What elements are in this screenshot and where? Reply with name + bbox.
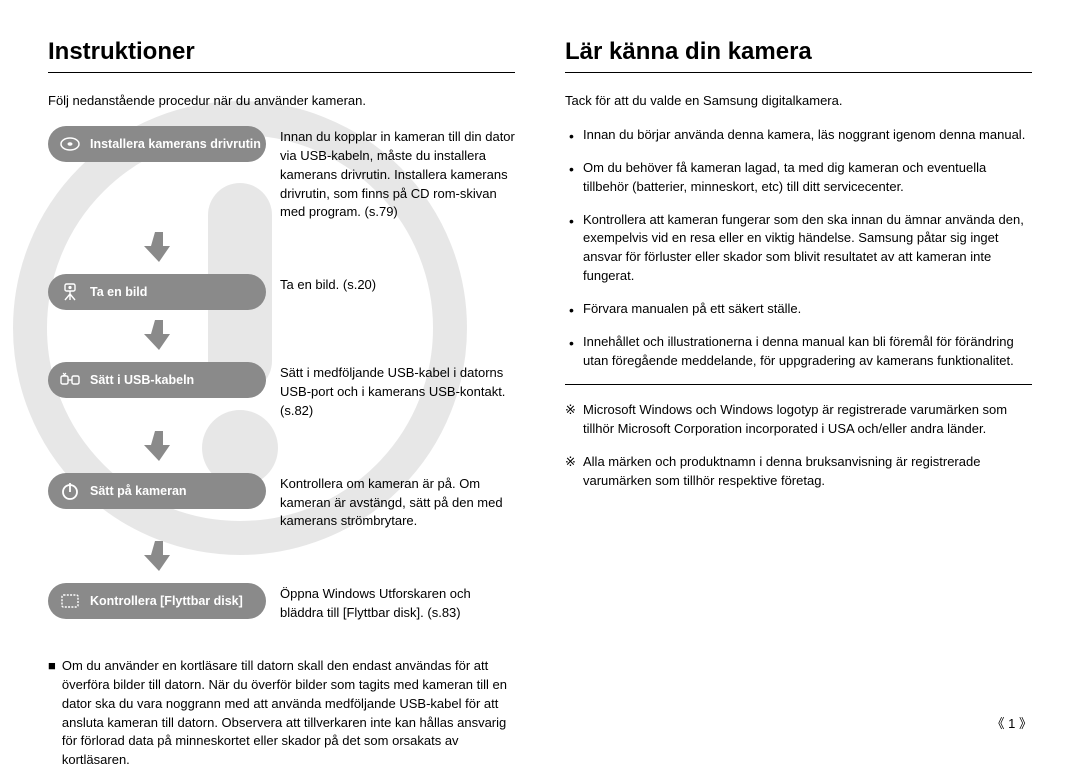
left-column: Instruktioner Följ nedanstående procedur… (48, 38, 515, 770)
right-heading: Lär känna din kamera (565, 38, 1032, 73)
list-item: Alla märken och produktnamn i denna bruk… (565, 453, 1032, 491)
step-pill: Sätt i USB-kabeln (48, 362, 266, 398)
flow-step: Ta en bild Ta en bild. (s.20) (48, 274, 515, 310)
list-item: Kontrollera att kameran fungerar som den… (565, 211, 1032, 286)
square-bullet-icon: ■ (48, 657, 56, 770)
step-desc: Sätt i medföljande USB-kabel i datorns U… (280, 362, 515, 421)
step-label: Kontrollera [Flyttbar disk] (90, 594, 243, 608)
right-column: Lär känna din kamera Tack för att du val… (565, 38, 1032, 770)
step-label: Installera kamerans drivrutin (90, 137, 261, 151)
disc-icon (58, 132, 82, 156)
step-pill: Ta en bild (48, 274, 266, 310)
left-footnote: ■ Om du använder en kortläsare till dato… (48, 657, 515, 770)
step-pill: Kontrollera [Flyttbar disk] (48, 583, 266, 619)
list-item: Innan du börjar använda denna kamera, lä… (565, 126, 1032, 145)
flow-arrow-icon (48, 310, 266, 362)
step-desc: Ta en bild. (s.20) (280, 274, 376, 295)
left-intro: Följ nedanstående procedur när du använd… (48, 93, 515, 108)
list-item: Innehållet och illustrationerna i denna … (565, 333, 1032, 371)
flow-step: Installera kamerans drivrutin Innan du k… (48, 126, 515, 222)
flow-step: Kontrollera [Flyttbar disk] Öppna Window… (48, 583, 515, 623)
flow-arrow-icon (48, 531, 266, 583)
disk-check-icon (58, 589, 82, 613)
flow-arrow-icon (48, 421, 266, 473)
step-label: Sätt på kameran (90, 484, 187, 498)
step-pill: Installera kamerans drivrutin (48, 126, 266, 162)
step-desc: Innan du kopplar in kameran till din dat… (280, 126, 515, 222)
step-desc: Öppna Windows Utforskaren och bläddra ti… (280, 583, 515, 623)
horizontal-separator (565, 384, 1032, 385)
list-item: Förvara manualen på ett säkert ställe. (565, 300, 1032, 319)
left-heading: Instruktioner (48, 38, 515, 73)
flow-step: Sätt i USB-kabeln Sätt i medföljande USB… (48, 362, 515, 421)
step-pill: Sätt på kameran (48, 473, 266, 509)
camera-tripod-icon (58, 280, 82, 304)
power-icon (58, 479, 82, 503)
flow-arrow-icon (48, 222, 266, 274)
trademark-list: Microsoft Windows och Windows logotyp är… (565, 401, 1032, 490)
footnote-text: Om du använder en kortläsare till datorn… (62, 657, 515, 770)
usb-connect-icon (58, 368, 82, 392)
list-item: Om du behöver få kameran lagad, ta med d… (565, 159, 1032, 197)
step-desc: Kontrollera om kameran är på. Om kameran… (280, 473, 515, 532)
step-label: Sätt i USB-kabeln (90, 373, 194, 387)
flow-step: Sätt på kameran Kontrollera om kameran ä… (48, 473, 515, 532)
page-number: 《 1 》 (992, 713, 1032, 732)
right-intro: Tack för att du valde en Samsung digital… (565, 93, 1032, 108)
bullet-list: Innan du börjar använda denna kamera, lä… (565, 126, 1032, 370)
list-item: Microsoft Windows och Windows logotyp är… (565, 401, 1032, 439)
step-label: Ta en bild (90, 285, 147, 299)
flow-diagram: Installera kamerans drivrutin Innan du k… (48, 126, 515, 623)
